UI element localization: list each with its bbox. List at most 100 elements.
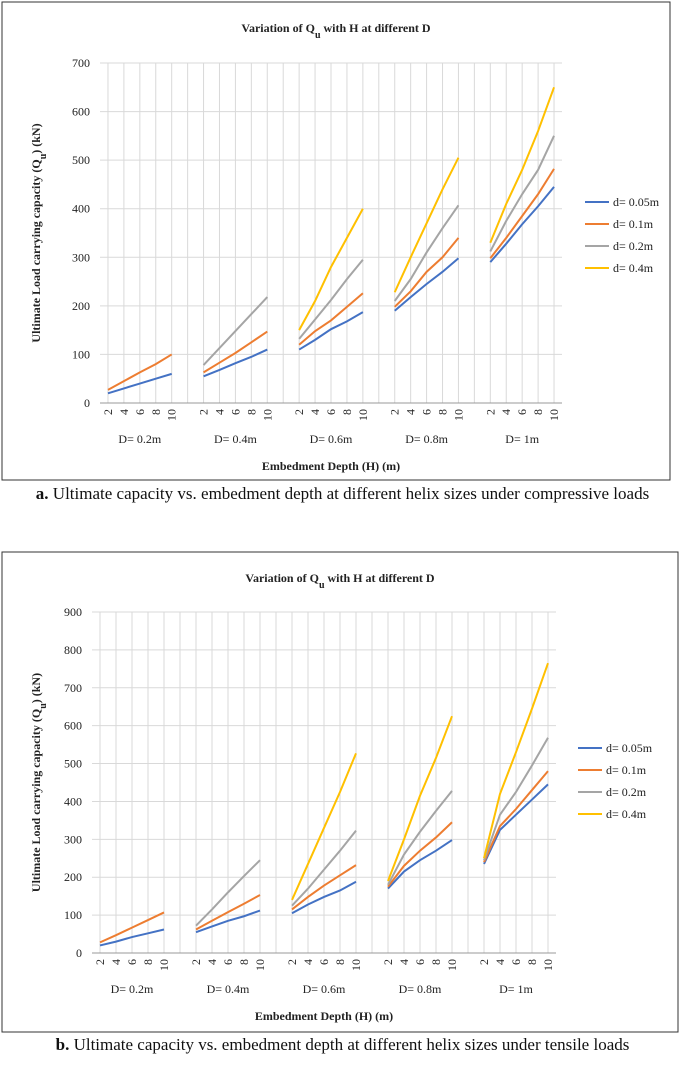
x-tick-label: 10: [356, 409, 370, 421]
x-tick-label: 2: [483, 409, 497, 415]
series-line: [298, 86, 555, 331]
y-axis-label-part: ) (kN): [29, 123, 43, 153]
chart-title-part: with H at different D: [321, 21, 431, 35]
x-tick-label: 6: [317, 959, 331, 965]
chart-title-part: u: [319, 580, 325, 591]
x-tick-label: 10: [445, 959, 459, 971]
x-tick-label: 10: [260, 409, 274, 421]
x-tick-label: 4: [301, 959, 315, 965]
y-tick-label: 700: [64, 681, 82, 695]
x-tick-label: 2: [388, 409, 402, 415]
legend-label: d= 0.1m: [606, 763, 647, 777]
x-tick-label: 8: [340, 409, 354, 415]
legend-label: d= 0.4m: [606, 807, 647, 821]
x-tick-label: 4: [205, 959, 219, 965]
caption-tag: a.: [35, 484, 49, 503]
x-axis-label: Embedment Depth (H) (m): [255, 1009, 393, 1023]
x-tick-label: 2: [477, 959, 491, 965]
x-tick-label: 10: [349, 959, 363, 971]
chart-title: Variation of Qu with H at different D: [245, 571, 435, 591]
y-axis-label-part: u: [38, 153, 49, 159]
x-tick-label: 4: [308, 409, 322, 415]
group-label: D= 0.6m: [303, 982, 346, 996]
y-tick-label: 400: [64, 794, 82, 808]
x-tick-label: 4: [397, 959, 411, 965]
x-tick-label: 4: [404, 409, 418, 415]
group-label: D= 0.8m: [405, 432, 448, 446]
y-axis-label-part: Ultimate Load carrying capacity (Q: [29, 709, 43, 892]
y-tick-label: 300: [64, 832, 82, 846]
x-tick-label: 6: [413, 959, 427, 965]
x-tick-label: 8: [525, 959, 539, 965]
y-tick-label: 700: [72, 56, 90, 70]
y-axis-label-part: Ultimate Load carrying capacity (Q: [29, 159, 43, 342]
x-tick-label: 6: [515, 409, 529, 415]
legend-label: d= 0.1m: [613, 217, 654, 231]
x-tick-label: 6: [221, 959, 235, 965]
group-label: D= 0.4m: [214, 432, 257, 446]
y-tick-label: 100: [72, 347, 90, 361]
x-tick-label: 10: [451, 409, 465, 421]
y-tick-label: 100: [64, 908, 82, 922]
x-tick-label: 10: [157, 959, 171, 971]
group-label: D= 0.2m: [111, 982, 154, 996]
x-tick-label: 10: [547, 409, 561, 421]
y-axis-label-part: u: [38, 703, 49, 709]
group-label: D= 0.8m: [399, 982, 442, 996]
group-label: D= 0.6m: [310, 432, 353, 446]
series-line: [107, 168, 555, 391]
legend-label: d= 0.2m: [613, 239, 654, 253]
y-tick-label: 900: [64, 605, 82, 619]
group-label: D= 1m: [499, 982, 533, 996]
x-axis-label: Embedment Depth (H) (m): [262, 459, 400, 473]
x-tick-label: 2: [292, 409, 306, 415]
x-tick-label: 8: [436, 409, 450, 415]
x-tick-label: 2: [197, 409, 211, 415]
x-tick-label: 2: [285, 959, 299, 965]
x-tick-label: 6: [420, 409, 434, 415]
y-tick-label: 0: [84, 396, 90, 410]
legend-label: d= 0.4m: [613, 261, 654, 275]
series-line: [107, 186, 555, 395]
y-tick-label: 300: [72, 250, 90, 264]
x-tick-label: 8: [141, 959, 155, 965]
x-tick-label: 4: [499, 409, 513, 415]
y-tick-label: 400: [72, 202, 90, 216]
y-tick-label: 600: [64, 719, 82, 733]
x-tick-label: 10: [541, 959, 555, 971]
y-axis-label-part: ) (kN): [29, 673, 43, 703]
series-line: [202, 135, 555, 366]
group-label: D= 0.4m: [207, 982, 250, 996]
legend-label: d= 0.05m: [613, 195, 660, 209]
caption-text: Ultimate capacity vs. embedment depth at…: [52, 484, 650, 503]
chart-title-part: u: [315, 30, 321, 41]
chart-title-part: Variation of Q: [241, 21, 315, 35]
x-tick-label: 4: [109, 959, 123, 965]
x-tick-label: 8: [244, 409, 258, 415]
chart-title-part: with H at different D: [325, 571, 435, 585]
y-tick-label: 800: [64, 643, 82, 657]
y-tick-label: 200: [72, 299, 90, 313]
x-tick-label: 2: [381, 959, 395, 965]
group-label: D= 1m: [505, 432, 539, 446]
y-tick-label: 200: [64, 870, 82, 884]
x-tick-label: 6: [228, 409, 242, 415]
x-tick-label: 8: [531, 409, 545, 415]
y-tick-label: 0: [76, 946, 82, 960]
x-tick-label: 10: [165, 409, 179, 421]
x-tick-label: 8: [429, 959, 443, 965]
x-tick-label: 4: [117, 409, 131, 415]
chart-frame: [1, 1, 671, 481]
caption: a. Ultimate capacity vs. embedment depth…: [10, 483, 675, 504]
series-line: [99, 770, 549, 944]
y-axis-label: Ultimate Load carrying capacity (Qu) (kN…: [29, 673, 49, 892]
group-label: D= 0.2m: [118, 432, 161, 446]
x-tick-label: 8: [237, 959, 251, 965]
series-line: [195, 737, 549, 927]
caption: b. Ultimate capacity vs. embedment depth…: [10, 1034, 675, 1055]
y-tick-label: 600: [72, 105, 90, 119]
x-tick-label: 8: [333, 959, 347, 965]
x-tick-label: 10: [253, 959, 267, 971]
